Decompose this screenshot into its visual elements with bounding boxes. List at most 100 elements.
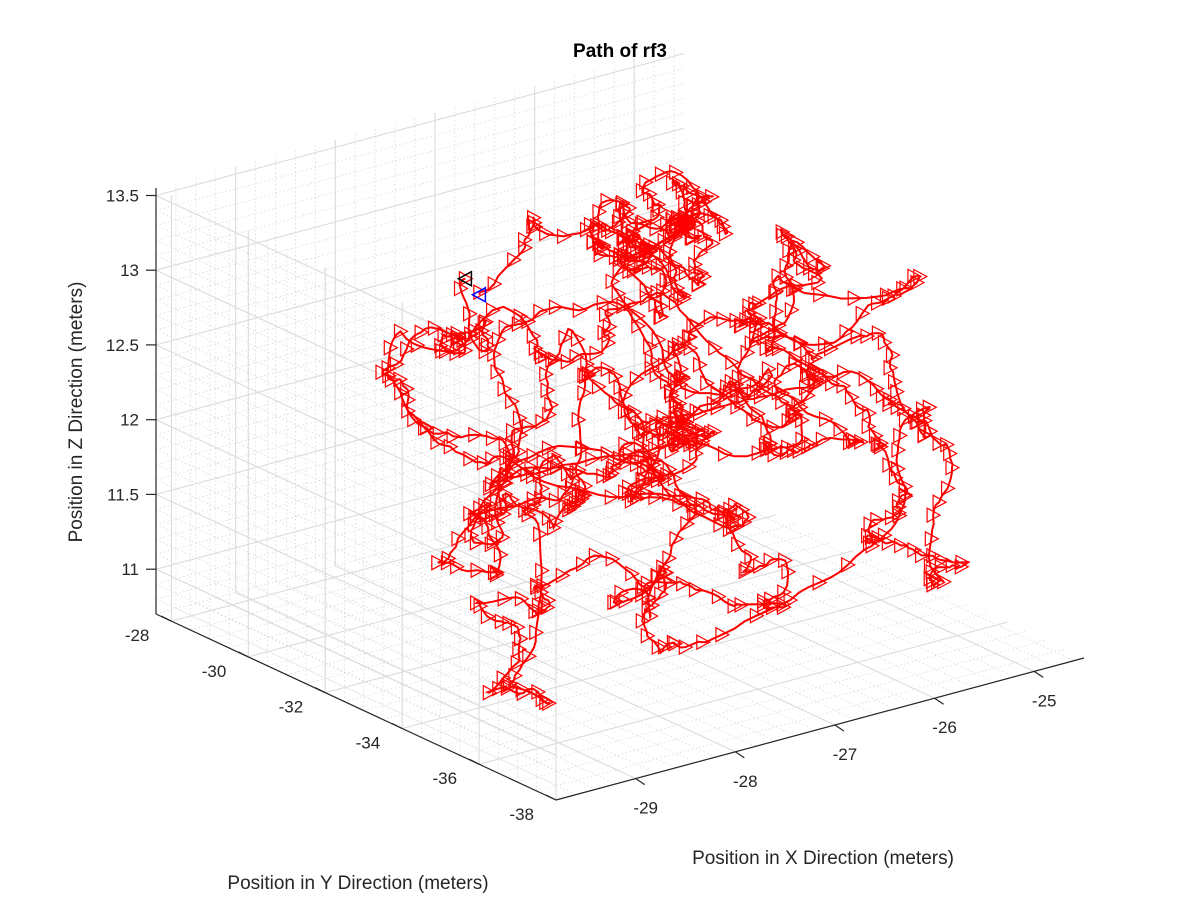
trajectory-marker	[687, 504, 703, 521]
trajectory-marker	[490, 491, 505, 508]
minor-grid-back-z	[155, 441, 685, 585]
minor-grid-floor-y	[498, 630, 1027, 774]
minor-grid-left-z	[155, 509, 557, 696]
trajectory-marker	[768, 284, 784, 301]
trajectory-marker	[684, 383, 700, 400]
trajectory-marker	[899, 280, 915, 297]
trajectory-marker	[808, 373, 824, 390]
trajectory-marker	[691, 276, 707, 293]
trajectory-marker	[738, 563, 754, 580]
trajectory-marker	[695, 422, 711, 439]
trajectory-marker	[672, 175, 687, 192]
minor-grid-back-z	[155, 157, 685, 301]
minor-grid-back-z	[155, 232, 685, 376]
trajectory-marker	[720, 378, 735, 395]
z-axis-label: Position in Z Direction (meters)	[66, 282, 87, 543]
trajectory-marker	[718, 225, 734, 242]
minor-grid-floor-y	[440, 603, 969, 747]
trajectory-marker	[870, 511, 886, 528]
trajectory-marker	[555, 567, 571, 584]
trajectory-marker	[538, 347, 554, 364]
y-axis-line	[155, 613, 557, 801]
trajectory-marker	[697, 268, 713, 285]
trajectory-marker	[575, 487, 591, 504]
trajectory-marker	[534, 584, 550, 601]
trajectory-marker	[862, 535, 878, 552]
trajectory-marker	[918, 412, 933, 429]
trajectory-marker	[432, 425, 448, 442]
trajectory-marker	[616, 298, 632, 315]
trajectory-marker	[446, 326, 461, 343]
trajectory-marker	[536, 453, 552, 470]
trajectory-marker	[691, 207, 707, 224]
minor-grid-left-z	[155, 374, 557, 562]
trajectory-marker	[934, 551, 950, 569]
trajectory-marker	[393, 323, 409, 340]
major-grid-back-z	[155, 52, 685, 197]
trajectory-marker	[659, 247, 675, 264]
trajectory-marker	[651, 434, 667, 451]
trajectory-marker	[511, 316, 527, 333]
z-tick-label: 13.5	[106, 187, 139, 206]
trajectory-marker	[891, 460, 906, 477]
trajectory-marker	[667, 371, 683, 388]
trajectory-marker	[677, 290, 692, 307]
trajectory-marker	[533, 303, 549, 320]
trajectory-marker	[705, 188, 720, 205]
trajectory-marker	[420, 419, 435, 436]
trajectory-marker	[768, 326, 783, 343]
trajectory-marker	[643, 338, 658, 355]
trajectory-marker	[487, 275, 503, 293]
trajectory-marker	[592, 203, 608, 220]
trajectory-marker	[689, 402, 705, 419]
minor-grid-left-z	[155, 523, 557, 711]
trajectory-marker	[434, 337, 450, 354]
trajectory-marker	[441, 550, 457, 567]
trajectory-marker	[547, 447, 563, 464]
trajectory-marker	[871, 529, 887, 546]
trajectory-marker	[678, 194, 694, 211]
trajectory-marker	[717, 445, 733, 462]
trajectory-marker	[593, 246, 609, 263]
trajectory-marker	[485, 450, 501, 468]
x-tick	[635, 778, 646, 786]
x-tick-label: -28	[733, 772, 758, 791]
trajectory-marker	[498, 319, 514, 336]
trajectory-marker	[810, 363, 826, 381]
trajectory-marker	[710, 399, 726, 416]
minor-grid-left-z	[155, 479, 557, 666]
trajectory-marker	[864, 529, 880, 546]
trajectory-marker	[526, 490, 542, 508]
trajectory-marker	[923, 423, 939, 440]
trajectory-marker	[502, 675, 518, 692]
trajectory-marker	[646, 193, 662, 211]
trajectory-marker	[509, 454, 525, 471]
trajectory-marker	[922, 399, 938, 416]
minor-grid-back-z	[155, 112, 685, 256]
trajectory-marker	[716, 311, 732, 328]
trajectory-marker	[605, 550, 621, 567]
trajectory-marker	[626, 262, 642, 279]
minor-grid-floor-x	[195, 602, 596, 790]
trajectory-marker	[861, 418, 877, 435]
trajectory-marker	[505, 437, 521, 454]
trajectory-marker	[670, 419, 686, 436]
trajectory-marker	[787, 252, 802, 269]
trajectory-marker	[530, 579, 546, 596]
trajectory-marker	[502, 615, 518, 632]
trajectory-marker	[753, 557, 768, 575]
trajectory-marker	[896, 280, 912, 297]
trajectory-marker	[464, 326, 479, 343]
trajectory-marker	[622, 446, 638, 463]
trajectory-marker	[666, 634, 682, 651]
trajectory-marker	[558, 329, 574, 346]
trajectory-marker	[516, 685, 532, 702]
trajectory-marker	[608, 249, 624, 266]
trajectory-marker	[769, 282, 785, 300]
z-tick-label: 11	[121, 560, 139, 579]
trajectory-marker	[792, 442, 808, 459]
trajectory-marker	[613, 379, 629, 396]
trajectory-marker	[437, 326, 453, 343]
trajectory-marker	[625, 239, 641, 256]
